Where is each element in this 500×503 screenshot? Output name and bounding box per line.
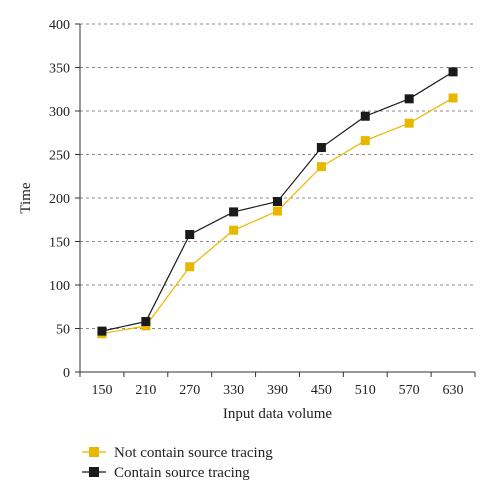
legend: Not contain source tracing Contain sourc… bbox=[82, 445, 273, 481]
series-line-not-contain bbox=[101, 97, 454, 335]
y-tick-label-250: 250 bbox=[49, 149, 70, 164]
y-tick-label-350: 350 bbox=[49, 62, 70, 77]
x-tick-label-150: 150 bbox=[91, 383, 112, 398]
point-not-contain-330 bbox=[229, 225, 239, 235]
x-tick-label-210: 210 bbox=[135, 383, 156, 398]
point-contain-150 bbox=[97, 326, 107, 336]
y-tick-label-150: 150 bbox=[49, 236, 70, 251]
point-contain-570 bbox=[404, 94, 414, 104]
point-not-contain-570 bbox=[404, 118, 414, 128]
tick-labels: 0 50 100 150 200 250 300 350 400 150 210 270 330 390 4… bbox=[49, 18, 464, 398]
point-not-contain-510 bbox=[360, 136, 370, 146]
legend-label-contain: Contain source tracing bbox=[114, 465, 250, 481]
point-not-contain-270 bbox=[185, 262, 195, 272]
y-axis-title: Time bbox=[18, 182, 34, 213]
legend-item-not-contain: Not contain source tracing bbox=[82, 445, 273, 461]
y-tick-label-300: 300 bbox=[49, 105, 70, 120]
legend-marker-not-contain bbox=[89, 447, 99, 457]
x-tick-label-390: 390 bbox=[267, 383, 288, 398]
series-lines bbox=[97, 67, 458, 339]
grid-lines bbox=[80, 23, 475, 329]
point-contain-270 bbox=[185, 230, 195, 240]
y-tick-label-100: 100 bbox=[49, 279, 70, 294]
x-tick-label-270: 270 bbox=[179, 383, 200, 398]
x-tick-label-630: 630 bbox=[443, 383, 464, 398]
point-not-contain-390 bbox=[273, 206, 282, 216]
x-tick-label-330: 330 bbox=[223, 383, 244, 398]
x-axis-title: Input data volume bbox=[223, 406, 332, 422]
legend-item-contain: Contain source tracing bbox=[82, 465, 250, 481]
point-contain-630 bbox=[448, 67, 458, 77]
point-contain-390 bbox=[273, 196, 282, 206]
x-tick-label-450: 450 bbox=[311, 383, 332, 398]
axes bbox=[75, 23, 476, 377]
legend-marker-contain bbox=[89, 467, 99, 477]
point-contain-330 bbox=[229, 207, 239, 217]
y-tick-label-0: 0 bbox=[63, 366, 70, 381]
y-tick-label-200: 200 bbox=[49, 192, 70, 207]
y-tick-label-50: 50 bbox=[56, 323, 70, 338]
point-contain-210 bbox=[141, 317, 151, 327]
point-contain-510 bbox=[360, 111, 370, 121]
point-not-contain-450 bbox=[316, 162, 326, 172]
y-tick-label-400: 400 bbox=[49, 18, 70, 33]
legend-label-not-contain: Not contain source tracing bbox=[114, 445, 273, 461]
x-tick-label-570: 570 bbox=[399, 383, 420, 398]
point-not-contain-630 bbox=[448, 93, 458, 103]
point-contain-450 bbox=[316, 143, 326, 153]
x-tick-label-510: 510 bbox=[355, 383, 376, 398]
